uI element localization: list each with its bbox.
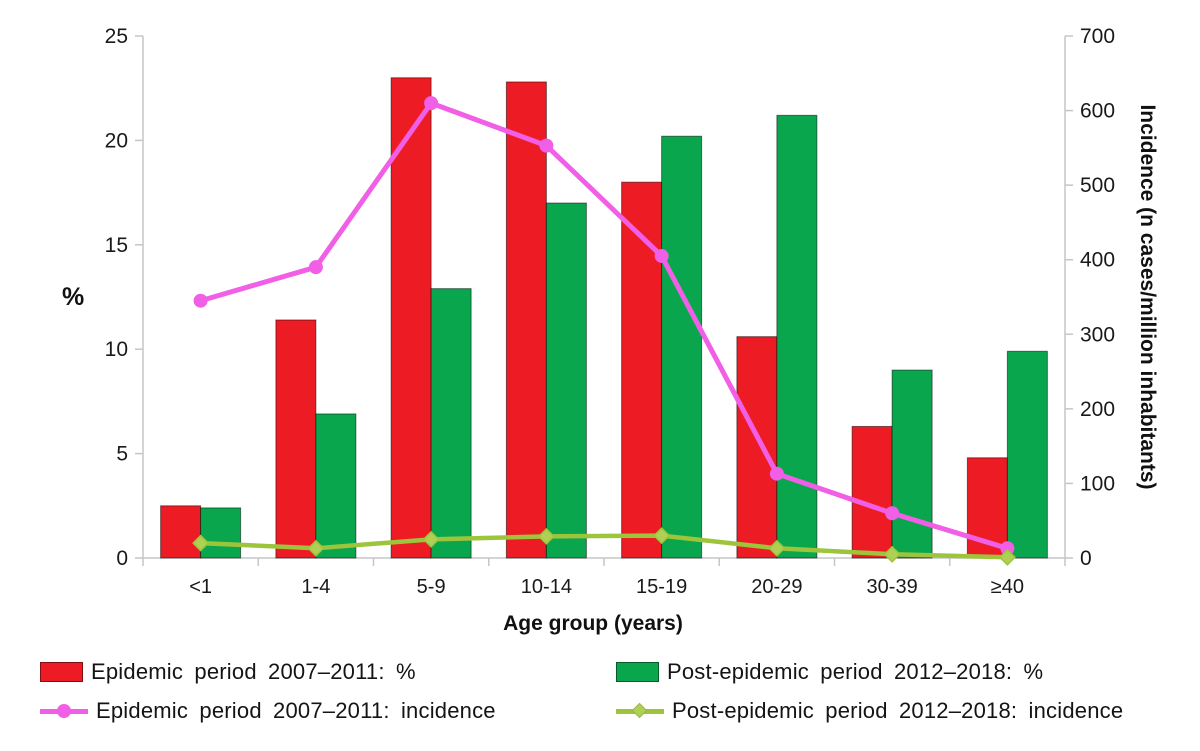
line-point-postepidemic-20-29 [768, 539, 786, 557]
legend-swatch-postepidemic-percent [616, 661, 659, 682]
legend-item-epidemic-incidence: Epidemic period 2007–2011: incidence [40, 691, 496, 730]
x-axis-category-label: 30-39 [867, 576, 918, 598]
right-axis-tick-label: 100 [1080, 472, 1115, 495]
left-axis-tick-label: 20 [105, 129, 128, 152]
line-point-postepidemic-<1 [192, 534, 210, 552]
x-axis-category-label: 15-19 [636, 576, 687, 598]
bar-postepidemic-<1 [200, 507, 242, 559]
bar-epidemic-20-29 [736, 336, 778, 559]
legend-label-epidemic-incidence: Epidemic period 2007–2011: incidence [96, 697, 496, 723]
line-point-epidemic-10-14 [539, 138, 554, 153]
right-axis-tick-label: 200 [1080, 398, 1115, 421]
legend-swatch-postepidemic-incidence [616, 701, 664, 721]
right-axis-tick-label: 300 [1080, 323, 1115, 346]
axes-layer: 0 5 10 15 20 25 0 100 200 300 400 500 600 700 <1 1-4 5-9… [105, 25, 1115, 598]
line-point-postepidemic-≥40 [998, 548, 1016, 566]
line-point-epidemic-30-39 [885, 506, 900, 521]
line-point-epidemic-<1 [193, 293, 208, 308]
left-axis-tick-label: 5 [116, 443, 128, 466]
bar-postepidemic-≥40 [1006, 350, 1048, 559]
bar-epidemic-10-14 [505, 81, 547, 559]
legend-swatch-epidemic-percent [40, 661, 83, 682]
legend-column-left: Epidemic period 2007–2011: % Epidemic pe… [40, 652, 496, 730]
line-point-epidemic-20-29 [769, 466, 784, 481]
bar-postepidemic-20-29 [776, 114, 818, 559]
right-axis-tick-label: 0 [1080, 547, 1092, 570]
left-axis-tick-label: 15 [105, 234, 128, 257]
line-point-postepidemic-30-39 [883, 545, 901, 563]
bar-epidemic-1-4 [275, 319, 317, 559]
right-axis-tick-label: 700 [1080, 25, 1115, 48]
legend-label-epidemic-percent: Epidemic period 2007–2011: % [91, 658, 416, 684]
line-point-postepidemic-5-9 [422, 530, 440, 548]
x-axis-category-label: 20-29 [751, 576, 802, 598]
left-axis-title: % [62, 283, 84, 311]
postepidemic-incidence-line [198, 533, 1010, 560]
left-axis-tick-label: 25 [105, 25, 128, 48]
bar-postepidemic-1-4 [315, 413, 357, 559]
bar-epidemic-30-39 [851, 425, 893, 559]
right-axis-tick-label: 500 [1080, 174, 1115, 197]
x-axis-category-label: ≥40 [991, 576, 1024, 598]
legend-item-postepidemic-percent: Post-epidemic period 2012–2018: % [616, 652, 1123, 691]
x-axis-category-label: 1-4 [301, 576, 330, 598]
legend-label-postepidemic-percent: Post-epidemic period 2012–2018: % [667, 658, 1044, 684]
bar-epidemic-5-9 [390, 77, 432, 559]
right-axis-tick-label: 600 [1080, 100, 1115, 123]
bar-epidemic-<1 [160, 505, 202, 559]
bar-postepidemic-5-9 [430, 288, 472, 559]
line-point-epidemic-≥40 [1000, 541, 1015, 556]
legend-label-postepidemic-incidence: Post-epidemic period 2012–2018: incidenc… [672, 697, 1124, 723]
legend-item-postepidemic-incidence: Post-epidemic period 2012–2018: incidenc… [616, 691, 1123, 730]
line-point-epidemic-1-4 [308, 260, 323, 275]
epidemic-incidence-line [198, 100, 1010, 551]
left-axis-tick-label: 0 [116, 547, 128, 570]
bar-epidemic-15-19 [621, 181, 663, 559]
x-axis-title: Age group (years) [503, 612, 683, 635]
line-point-epidemic-5-9 [424, 96, 439, 111]
legend-swatch-epidemic-incidence [40, 701, 88, 721]
line-point-postepidemic-1-4 [307, 539, 325, 557]
diamond-marker-icon [631, 702, 648, 718]
bar-postepidemic-15-19 [661, 135, 703, 559]
line-point-postepidemic-15-19 [653, 527, 671, 545]
combo-chart: 0 5 10 15 20 25 0 100 200 300 400 500 600 700 <1 1-4 5-9… [62, 25, 1159, 635]
legend-item-epidemic-percent: Epidemic period 2007–2011: % [40, 652, 496, 691]
x-axis-category-label: 10-14 [521, 576, 572, 598]
x-axis-category-label: <1 [189, 576, 212, 598]
left-axis-tick-label: 10 [105, 338, 128, 361]
legend-column-right: Post-epidemic period 2012–2018: % Post-e… [616, 652, 1123, 730]
bar-postepidemic-10-14 [545, 202, 587, 559]
bars-layer [160, 77, 1048, 559]
right-axis-tick-label: 400 [1080, 249, 1115, 272]
line-point-postepidemic-10-14 [537, 527, 555, 545]
bar-postepidemic-30-39 [891, 369, 933, 559]
right-axis-title: Incidence (n cases/million inhabitants) [1136, 104, 1159, 489]
circle-marker-icon [57, 703, 71, 718]
line-point-epidemic-15-19 [654, 248, 669, 263]
x-axis-category-label: 5-9 [417, 576, 446, 598]
legend: Epidemic period 2007–2011: % Epidemic pe… [0, 652, 1200, 742]
lines-layer [192, 96, 1016, 566]
